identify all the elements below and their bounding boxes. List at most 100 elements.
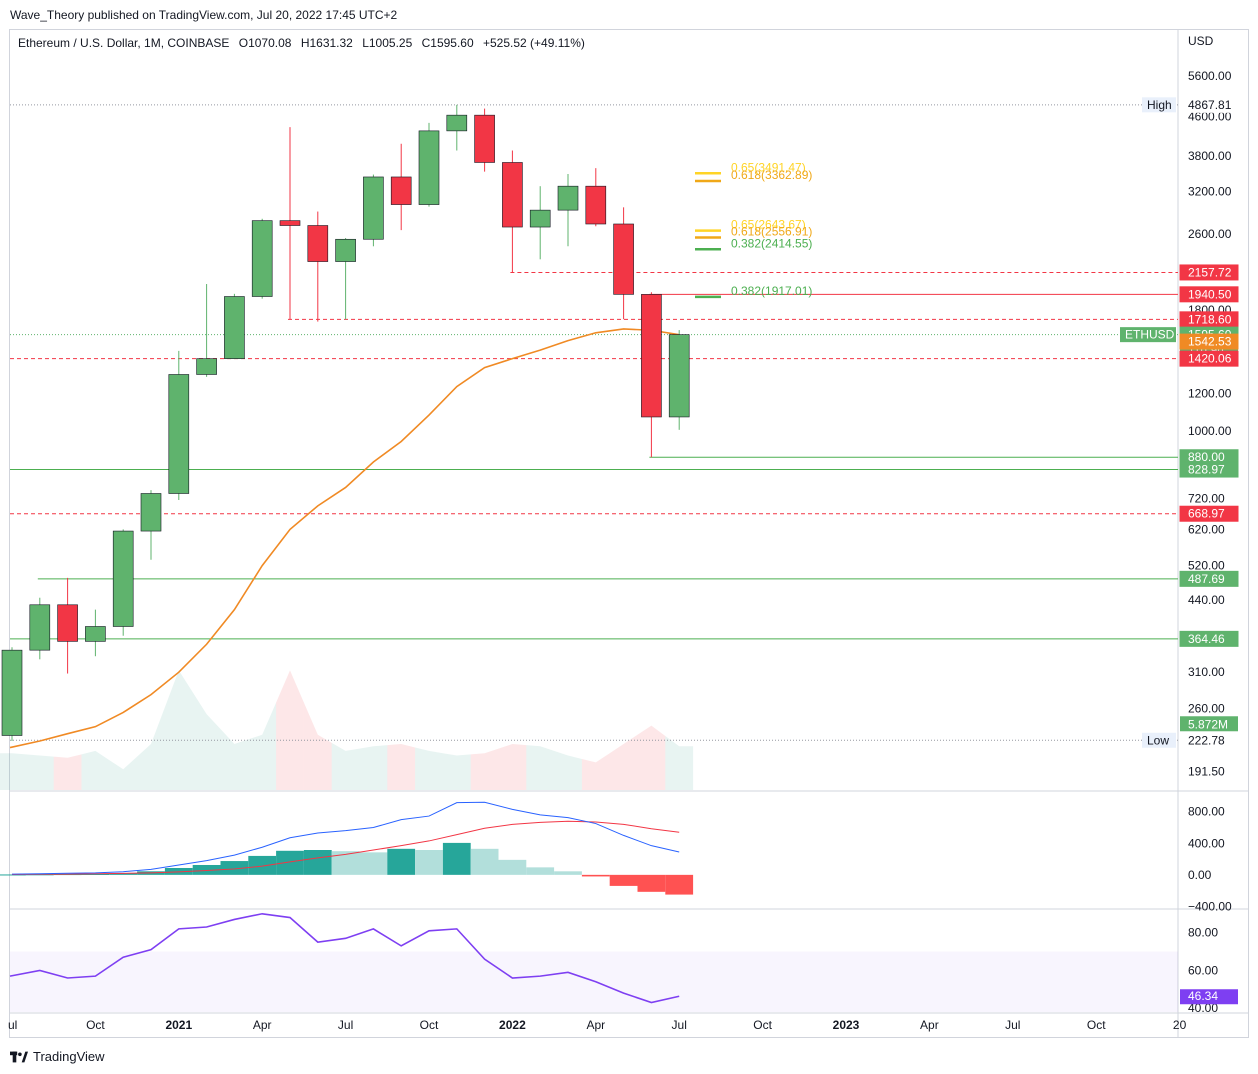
horizontal-levels: 4867.81High2157.721940.501718.601595.60E… (10, 96, 1239, 749)
price-tick-label: 1200.00 (1188, 386, 1232, 400)
chart-frame (9, 29, 1249, 1038)
candle-body (613, 223, 634, 295)
publish-line: Wave_Theory published on TradingView.com… (10, 8, 398, 22)
level-badge-text: 2157.72 (1188, 265, 1232, 279)
candle (335, 238, 356, 320)
volume-bar (53, 754, 82, 790)
candle-body (307, 225, 329, 262)
candle (641, 292, 662, 458)
time-tick-label: 20 (1173, 1018, 1187, 1032)
macd-histogram-bar (387, 848, 416, 875)
candle (668, 330, 690, 430)
fib-label: 0.382(1917.01) (731, 284, 812, 298)
volume-series (0, 670, 694, 790)
candle-body (140, 493, 162, 532)
level-tag: ETHUSD (1125, 328, 1175, 342)
footer-brand[interactable]: TradingView (10, 1049, 105, 1064)
level-badge-text: 1420.06 (1188, 352, 1232, 366)
price-tick-label: 310.00 (1188, 665, 1225, 679)
time-tick-label: Oct (86, 1018, 105, 1032)
fib-label: 0.618(2556.91) (731, 224, 812, 238)
level-badge (1179, 630, 1239, 647)
volume-bar (192, 692, 221, 790)
volume-bar (581, 753, 610, 790)
price-tick-label: 4600.00 (1188, 110, 1232, 124)
macd-histogram-bar (192, 864, 221, 875)
volume-bar (248, 702, 277, 790)
volume-bar (526, 745, 555, 790)
macd-histogram-bar (554, 871, 582, 875)
volume-bar (359, 745, 388, 790)
footer-brand-label: TradingView (33, 1049, 105, 1064)
volume-bar (137, 707, 165, 790)
candle (613, 207, 634, 320)
rsi-badge (1180, 989, 1238, 1005)
rsi-tick-label: 60.00 (1188, 963, 1218, 977)
candle-body (224, 296, 245, 359)
candle-body (29, 604, 51, 651)
candle-body (390, 176, 412, 205)
volume-bar (387, 744, 416, 790)
volume-bar (609, 734, 638, 790)
level-badge (1179, 333, 1239, 350)
volume-bar (498, 744, 527, 790)
ohlc-low: L1005.25 (362, 36, 413, 50)
candle (57, 577, 78, 674)
volume-bar (0, 753, 26, 790)
price-tick-label: 720.00 (1188, 492, 1225, 506)
level-badge (1179, 350, 1239, 367)
macd-histogram-bar (665, 874, 694, 895)
level-tag: High (1147, 98, 1172, 112)
candle-body (251, 220, 273, 297)
macd-histogram-bar (526, 867, 555, 875)
level-tag: Low (1147, 733, 1169, 747)
level-tag-bg (1142, 732, 1176, 748)
candle-body (168, 374, 190, 494)
candle (446, 104, 468, 151)
fib-label: 0.65(3491.47) (731, 160, 806, 174)
candle (418, 122, 440, 207)
macd-histogram-bar (0, 874, 26, 876)
macd-histogram-bar (303, 850, 332, 875)
macd-histogram-bar (248, 855, 277, 875)
macd-signal-line (11, 820, 680, 875)
level-badge-text: 1940.50 (1188, 287, 1232, 301)
level-badge-text: 668.97 (1188, 507, 1225, 521)
level-badge-text: 487.69 (1188, 572, 1225, 586)
macd-histogram-bar (498, 859, 527, 875)
candle (363, 174, 384, 247)
macd-histogram-bar (470, 848, 499, 875)
macd-histogram-bar (415, 850, 443, 875)
volume-bar (276, 670, 304, 790)
level-badge (1179, 286, 1239, 303)
fib-label: 0.618(3362.89) (731, 168, 812, 182)
volume-bar (164, 670, 193, 790)
level-badge (1179, 96, 1239, 113)
price-tick-label: 2600.00 (1188, 227, 1232, 241)
macd-histogram-bar (276, 850, 304, 875)
macd-tick-label: 0.00 (1188, 868, 1212, 882)
price-tick-label: 3800.00 (1188, 149, 1232, 163)
time-tick-label: Oct (1087, 1018, 1106, 1032)
time-tick-label: Jul (672, 1018, 687, 1032)
candle-body (418, 130, 440, 205)
volume-bar (25, 754, 54, 790)
candle-body (529, 209, 551, 228)
candle-body (335, 238, 356, 262)
candle (112, 529, 134, 636)
level-badge (1179, 570, 1239, 587)
candle-body (641, 294, 662, 418)
volume-bar (442, 753, 471, 790)
rsi-tick-label: 80.00 (1188, 926, 1218, 940)
candle (585, 168, 607, 227)
rsi-tick-label: 40.00 (1188, 1001, 1218, 1015)
level-badge-text: 1718.60 (1188, 312, 1232, 326)
macd-histogram-bar (581, 874, 610, 877)
time-tick-label: Jul (1005, 1018, 1020, 1032)
macd-histogram-bar (81, 873, 110, 875)
volume-bar (470, 748, 499, 790)
price-tick-label: 3200.00 (1188, 184, 1232, 198)
time-tick-label: 2021 (165, 1018, 192, 1032)
volume-bar (81, 750, 110, 790)
